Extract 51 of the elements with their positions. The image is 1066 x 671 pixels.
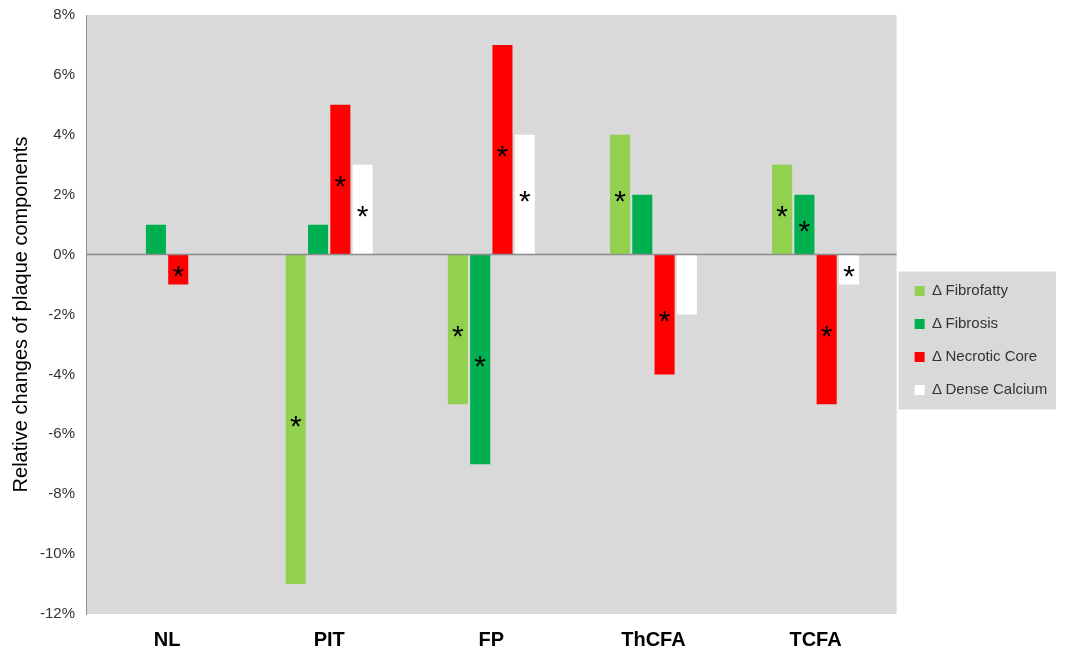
y-tick-label: -12% xyxy=(39,604,76,622)
legend-label: Δ Fibrosis xyxy=(932,314,998,332)
x-tick-label: FP xyxy=(478,627,505,650)
bar xyxy=(447,254,468,405)
bar xyxy=(470,254,491,465)
bar xyxy=(676,254,697,315)
y-tick-label: 0% xyxy=(53,244,76,262)
y-tick-label: -2% xyxy=(48,304,76,322)
y-tick-label: -10% xyxy=(39,544,76,562)
x-tick-label: ThCFA xyxy=(621,627,686,650)
y-tick-label: -6% xyxy=(48,424,76,442)
y-tick-label: 4% xyxy=(53,124,76,142)
y-tick-label: 8% xyxy=(53,5,76,23)
y-tick-label: -8% xyxy=(48,484,76,502)
bar xyxy=(308,224,329,255)
bar xyxy=(145,224,166,255)
bar xyxy=(654,254,675,375)
data-label: * xyxy=(289,408,302,442)
bar xyxy=(285,254,306,585)
bar xyxy=(352,164,373,255)
x-tick-label: PIT xyxy=(313,627,345,650)
data-label: * xyxy=(334,168,347,202)
data-label: * xyxy=(356,198,369,232)
x-tick-label: NL xyxy=(153,627,181,650)
x-tick-label: TCFA xyxy=(789,627,842,650)
bar xyxy=(772,164,793,255)
data-label: * xyxy=(518,183,531,217)
bar xyxy=(794,194,815,255)
y-tick-label: 2% xyxy=(53,184,76,202)
data-label: * xyxy=(820,318,833,352)
y-tick-label: 6% xyxy=(53,65,76,83)
bar xyxy=(330,104,351,255)
bar xyxy=(609,134,631,255)
data-label: * xyxy=(496,139,509,173)
data-label: * xyxy=(172,258,185,292)
data-label: * xyxy=(474,348,487,382)
legend-label: Δ Fibrofatty xyxy=(932,281,1009,299)
bar xyxy=(632,194,653,255)
data-label: * xyxy=(843,258,856,292)
data-label: * xyxy=(452,318,465,352)
y-tick-label: -4% xyxy=(48,364,76,382)
data-label: * xyxy=(776,198,789,232)
data-label: * xyxy=(614,183,627,217)
y-axis-title: Relative changes of plaque components xyxy=(8,136,31,493)
bar xyxy=(816,254,837,405)
data-label: * xyxy=(658,303,671,337)
bar xyxy=(514,134,535,255)
bar xyxy=(492,44,513,255)
legend-label: Δ Necrotic Core xyxy=(932,347,1038,365)
data-label: * xyxy=(798,213,811,247)
legend-label: Δ Dense Calcium xyxy=(932,380,1048,398)
